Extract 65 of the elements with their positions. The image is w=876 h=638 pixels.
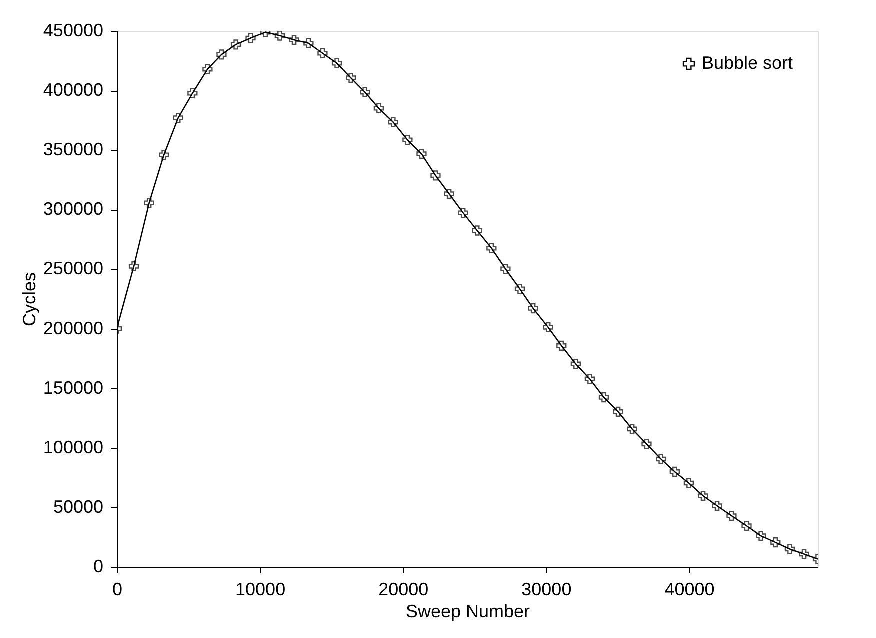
y-tick-label: 400000 bbox=[43, 80, 104, 100]
point bbox=[444, 188, 454, 200]
point bbox=[514, 284, 526, 294]
point bbox=[642, 439, 652, 450]
point bbox=[458, 208, 468, 218]
point bbox=[202, 64, 213, 74]
point bbox=[486, 243, 497, 254]
point bbox=[128, 261, 140, 272]
point bbox=[144, 198, 154, 208]
y-tick-label: 0 bbox=[93, 556, 104, 576]
y-tick-label: 50000 bbox=[53, 496, 104, 517]
point bbox=[416, 148, 427, 160]
point bbox=[472, 226, 482, 236]
point bbox=[216, 50, 227, 60]
point bbox=[274, 31, 286, 41]
point bbox=[374, 103, 384, 114]
point bbox=[402, 135, 413, 146]
point bbox=[360, 87, 370, 98]
y-tick-label: 300000 bbox=[43, 199, 104, 220]
point bbox=[500, 264, 511, 274]
point bbox=[656, 454, 666, 464]
point bbox=[318, 48, 328, 58]
point bbox=[784, 544, 796, 554]
point bbox=[770, 538, 781, 548]
point bbox=[684, 478, 694, 488]
point bbox=[543, 322, 554, 333]
point bbox=[188, 88, 198, 98]
point bbox=[698, 490, 708, 502]
x-tick-label: 0 bbox=[112, 580, 123, 600]
point bbox=[799, 549, 810, 560]
point bbox=[613, 406, 624, 417]
point bbox=[304, 38, 314, 48]
point bbox=[158, 150, 170, 160]
x-tick-label: 40000 bbox=[664, 580, 715, 600]
point bbox=[670, 466, 680, 478]
point bbox=[289, 34, 300, 46]
y-tick-label: 100000 bbox=[43, 437, 104, 458]
point bbox=[528, 303, 538, 314]
point bbox=[230, 40, 242, 50]
point bbox=[627, 424, 638, 434]
y-axis-title: Cycles bbox=[19, 272, 40, 327]
point bbox=[756, 530, 766, 542]
y-tick-label: 350000 bbox=[43, 140, 104, 160]
x-tick-label: 30000 bbox=[522, 580, 572, 600]
x-tick-label: 10000 bbox=[236, 580, 286, 600]
point bbox=[430, 170, 441, 181]
point bbox=[332, 58, 342, 68]
y-tick-label: 150000 bbox=[43, 378, 104, 398]
point bbox=[570, 359, 582, 370]
y-tick-label: 250000 bbox=[43, 258, 104, 279]
y-tick-label: 200000 bbox=[43, 318, 104, 338]
y-tick-label: 450000 bbox=[43, 20, 104, 40]
point bbox=[584, 374, 596, 384]
legend-label: Bubble sort bbox=[702, 53, 794, 73]
point bbox=[598, 392, 610, 403]
point bbox=[742, 520, 752, 532]
x-axis-title: Sweep Number bbox=[406, 602, 530, 622]
point bbox=[388, 117, 398, 128]
point bbox=[556, 340, 567, 351]
point bbox=[246, 33, 256, 44]
point bbox=[712, 500, 722, 512]
point bbox=[173, 113, 184, 124]
point bbox=[726, 510, 737, 522]
point bbox=[346, 72, 356, 84]
x-tick-label: 20000 bbox=[378, 580, 429, 600]
